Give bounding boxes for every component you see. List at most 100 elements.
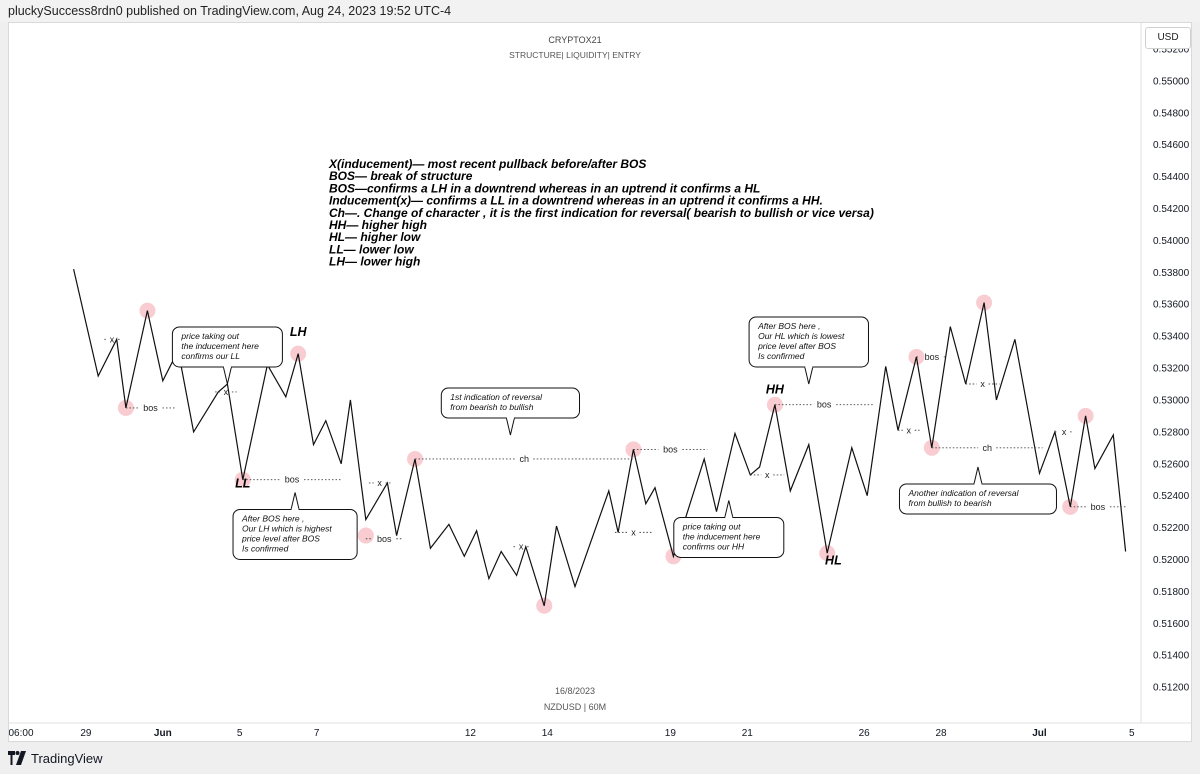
y-axis-tick-label: 0.51800 bbox=[1153, 587, 1190, 598]
publish-info-bar: pluckySuccess8rdn0 published on TradingV… bbox=[0, 0, 1200, 22]
currency-selector[interactable]: USD bbox=[1145, 27, 1191, 49]
y-axis-tick-label: 0.53600 bbox=[1153, 300, 1190, 311]
level-label: x bbox=[980, 379, 985, 389]
callout-box bbox=[171, 326, 283, 385]
chart-canvas[interactable]: 0.55200 0.55000 0.54800 0.54600 0.54400 0.542… bbox=[9, 23, 1191, 741]
x-axis-tick-label: 06:00 bbox=[9, 728, 34, 739]
level-label: bos bbox=[377, 534, 392, 544]
callout-text: Our HL which is lowest bbox=[758, 331, 845, 341]
level-label: x bbox=[110, 334, 115, 344]
y-axis-tick-label: 0.53400 bbox=[1153, 332, 1190, 343]
x-axis-tick-label: 28 bbox=[935, 728, 947, 739]
level-label: x bbox=[907, 425, 912, 435]
x-axis-tick-label: 21 bbox=[742, 728, 754, 739]
structure-label: HL bbox=[825, 553, 842, 567]
structure-label: LL bbox=[235, 477, 250, 491]
level-label: bos bbox=[817, 400, 832, 410]
legend-line: Inducement(x)— confirms a LL in a downtr… bbox=[329, 194, 823, 208]
callout-text: from bullish to bearish bbox=[908, 498, 991, 508]
callout-tail bbox=[724, 500, 734, 518]
y-axis-tick-label: 0.54600 bbox=[1153, 140, 1190, 151]
level-label: x bbox=[1062, 427, 1067, 437]
callout-text: Our LH which is highest bbox=[242, 523, 332, 533]
callout-text: the inducement here bbox=[181, 341, 259, 351]
callout-tail bbox=[222, 366, 232, 385]
y-axis-tick-label: 0.54200 bbox=[1153, 204, 1190, 215]
callout-text: Another indication of reversal bbox=[907, 488, 1019, 498]
level-label: x bbox=[765, 470, 770, 480]
y-axis-tick-label: 0.52000 bbox=[1153, 555, 1190, 566]
callout-tail bbox=[290, 492, 300, 510]
callout-text: price taking out bbox=[180, 331, 239, 341]
level-label: x bbox=[519, 542, 524, 552]
legend-line: BOS— break of structure bbox=[329, 169, 473, 183]
y-axis-tick-label: 0.52800 bbox=[1153, 427, 1190, 438]
y-axis-tick-label: 0.51600 bbox=[1153, 619, 1190, 630]
x-axis-tick-label: 29 bbox=[80, 728, 92, 739]
callout-text: Is confirmed bbox=[242, 543, 289, 553]
callout-tail bbox=[505, 417, 515, 436]
y-axis-tick-label: 0.55000 bbox=[1153, 76, 1190, 87]
y-axis-tick-label: 0.54000 bbox=[1153, 236, 1190, 247]
level-label: bos bbox=[143, 403, 158, 413]
x-axis-tick-label: 14 bbox=[542, 728, 554, 739]
y-axis-tick-label: 0.52600 bbox=[1153, 459, 1190, 470]
watermark-subtitle: STRUCTURE| LIQUIDITY| ENTRY bbox=[509, 50, 641, 60]
callout-text: price level after BOS bbox=[241, 533, 320, 543]
structure-label: LH bbox=[290, 325, 308, 339]
pivot-marker bbox=[357, 527, 374, 544]
x-axis-tick-label: 26 bbox=[859, 728, 871, 739]
price-series-line bbox=[73, 268, 1127, 606]
legend-line: LH— lower high bbox=[329, 255, 420, 269]
callout-text: price level after BOS bbox=[757, 341, 836, 351]
callout-tail bbox=[804, 366, 814, 385]
y-axis-tick-label: 0.52200 bbox=[1153, 523, 1190, 534]
callout-box bbox=[748, 316, 869, 385]
x-axis-tick-label: 7 bbox=[314, 728, 320, 739]
publish-info-text: pluckySuccess8rdn0 published on TradingV… bbox=[8, 4, 452, 18]
level-label: x bbox=[377, 478, 382, 488]
y-axis-tick-label: 0.51200 bbox=[1153, 683, 1190, 694]
x-axis-tick-label: Jul bbox=[1032, 728, 1047, 739]
level-label: x bbox=[224, 387, 229, 397]
y-axis-tick-label: 0.53200 bbox=[1153, 364, 1190, 375]
callout-text: After BOS here , bbox=[757, 321, 820, 331]
y-axis-tick-label: 0.54800 bbox=[1153, 108, 1190, 119]
structure-label: HH bbox=[766, 383, 785, 397]
watermark-title: CRYPTOX21 bbox=[548, 35, 601, 45]
legend-line: HH— higher high bbox=[329, 218, 427, 232]
legend-line: X(inducement)— most recent pullback befo… bbox=[328, 157, 646, 171]
tradingview-logo-icon bbox=[8, 751, 26, 765]
legend-line: LL— lower low bbox=[329, 242, 414, 256]
callout-box bbox=[673, 500, 785, 558]
level-label: x bbox=[631, 527, 636, 537]
chart-frame[interactable]: 0.55200 0.55000 0.54800 0.54600 0.54400 0.542… bbox=[8, 22, 1192, 742]
x-axis-tick-label: 19 bbox=[665, 728, 677, 739]
footer-bar: TradingView bbox=[0, 742, 1200, 774]
y-axis-tick-label: 0.53800 bbox=[1153, 268, 1190, 279]
callout-text: Is confirmed bbox=[758, 351, 805, 361]
callout-box bbox=[232, 492, 358, 560]
level-label: bos bbox=[925, 352, 940, 362]
legend-line: BOS—confirms a LH in a downtrend whereas… bbox=[329, 181, 760, 195]
callout-text: price taking out bbox=[682, 521, 741, 531]
y-axis-tick-label: 0.55200 bbox=[1153, 44, 1190, 55]
y-axis-tick-label: 0.51400 bbox=[1153, 651, 1190, 662]
callout-tail bbox=[973, 466, 983, 485]
watermark-symbol: NZDUSD | 60M bbox=[544, 702, 606, 712]
footer-brand: TradingView bbox=[31, 750, 103, 766]
level-label: bos bbox=[1091, 502, 1106, 512]
callout-text: After BOS here , bbox=[241, 513, 304, 523]
callout-text: 1st indication of reversal bbox=[450, 392, 543, 402]
callout-text: confirms our LL bbox=[181, 351, 240, 361]
callout-text: the inducement here bbox=[683, 531, 761, 541]
x-axis-tick-label: Jun bbox=[154, 728, 172, 739]
y-axis-tick-label: 0.53000 bbox=[1153, 395, 1190, 406]
x-axis-tick-label: 5 bbox=[1129, 728, 1135, 739]
callout-text: confirms our HH bbox=[683, 541, 745, 551]
level-label: bos bbox=[663, 444, 678, 454]
legend-line: HL— higher low bbox=[329, 230, 421, 244]
level-label: bos bbox=[285, 475, 300, 485]
watermark-date: 16/8/2023 bbox=[555, 686, 595, 696]
y-axis-tick-label: 0.52400 bbox=[1153, 491, 1190, 502]
